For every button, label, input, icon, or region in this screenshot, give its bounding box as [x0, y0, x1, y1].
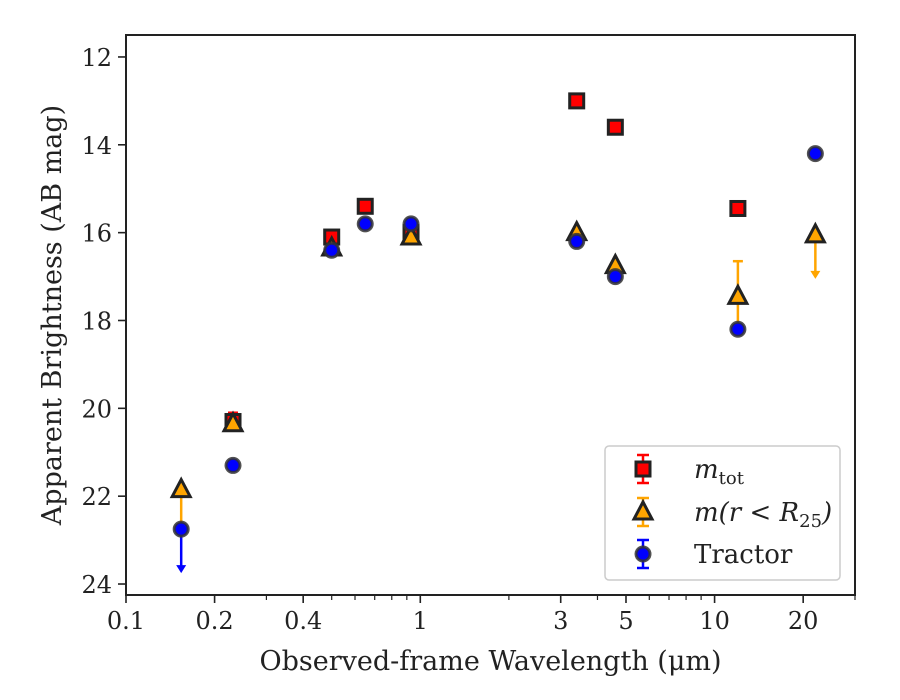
data-point-triangle: [221, 410, 245, 433]
legend: mtot m(r < R25) Tractor: [604, 445, 841, 581]
legend-entry: m(r < R25): [631, 496, 832, 532]
x-tick-label: 3: [553, 607, 568, 635]
data-point-circle: [172, 520, 190, 538]
y-tick-label: 18: [81, 307, 112, 335]
data-point-circle: [356, 215, 374, 233]
legend-marker-triangle: [631, 498, 655, 521]
x-axis-label: Observed-frame Wavelength (μm): [259, 646, 721, 677]
data-point-square: [356, 197, 374, 215]
data-point-triangle: [399, 223, 423, 246]
data-point-triangle: [803, 221, 827, 244]
data-point-triangle: [726, 283, 750, 305]
upper-limit-arrow-head: [810, 270, 821, 279]
x-tick-label: 10: [699, 607, 730, 635]
legend-label: m(r < R25): [694, 498, 832, 532]
y-tick-label: 22: [81, 483, 112, 511]
y-tick-label: 12: [81, 44, 112, 72]
data-point-circle: [323, 241, 341, 259]
y-tick-label: 20: [81, 395, 112, 423]
series-circle: [172, 145, 824, 574]
legend-marker-circle: [634, 545, 652, 563]
x-tick-label: 20: [788, 607, 819, 635]
data-point-circle: [806, 145, 824, 163]
data-point-circle: [606, 268, 624, 286]
y-tick-label: 24: [81, 571, 112, 599]
x-tick-label: 1: [413, 607, 428, 635]
y-tick-label: 16: [81, 220, 112, 248]
x-tick-label: 0.4: [284, 607, 322, 635]
upper-limit-arrow-head: [176, 565, 187, 574]
x-tick-label: 5: [618, 607, 633, 635]
data-point-square: [568, 92, 586, 110]
legend-label: Tractor: [694, 540, 793, 570]
x-tick-label: 0.2: [196, 607, 234, 635]
y-tick-label: 14: [81, 132, 112, 160]
legend-marker-square: [634, 460, 652, 478]
legend-entry: Tractor: [634, 538, 793, 570]
y-axis-label: Apparent Brightness (AB mag): [37, 105, 68, 526]
data-point-triangle: [169, 476, 193, 499]
plot-frame: [125, 34, 856, 596]
legend-box: [604, 445, 841, 581]
data-point-circle: [568, 232, 586, 250]
axes: 0.1 0.2 0.4 1 3 5 10 20 12 14 16 18 20 22 24: [81, 34, 856, 635]
data-layer: [169, 92, 827, 574]
legend-label: mtot: [694, 455, 745, 489]
data-point-circle: [402, 215, 420, 233]
data-point-circle: [224, 456, 242, 474]
data-point-circle: [729, 320, 747, 338]
legend-entry: mtot: [634, 453, 745, 489]
data-point-square: [606, 118, 624, 136]
data-point-square: [729, 199, 747, 217]
x-tick-label: 0.1: [107, 607, 145, 635]
